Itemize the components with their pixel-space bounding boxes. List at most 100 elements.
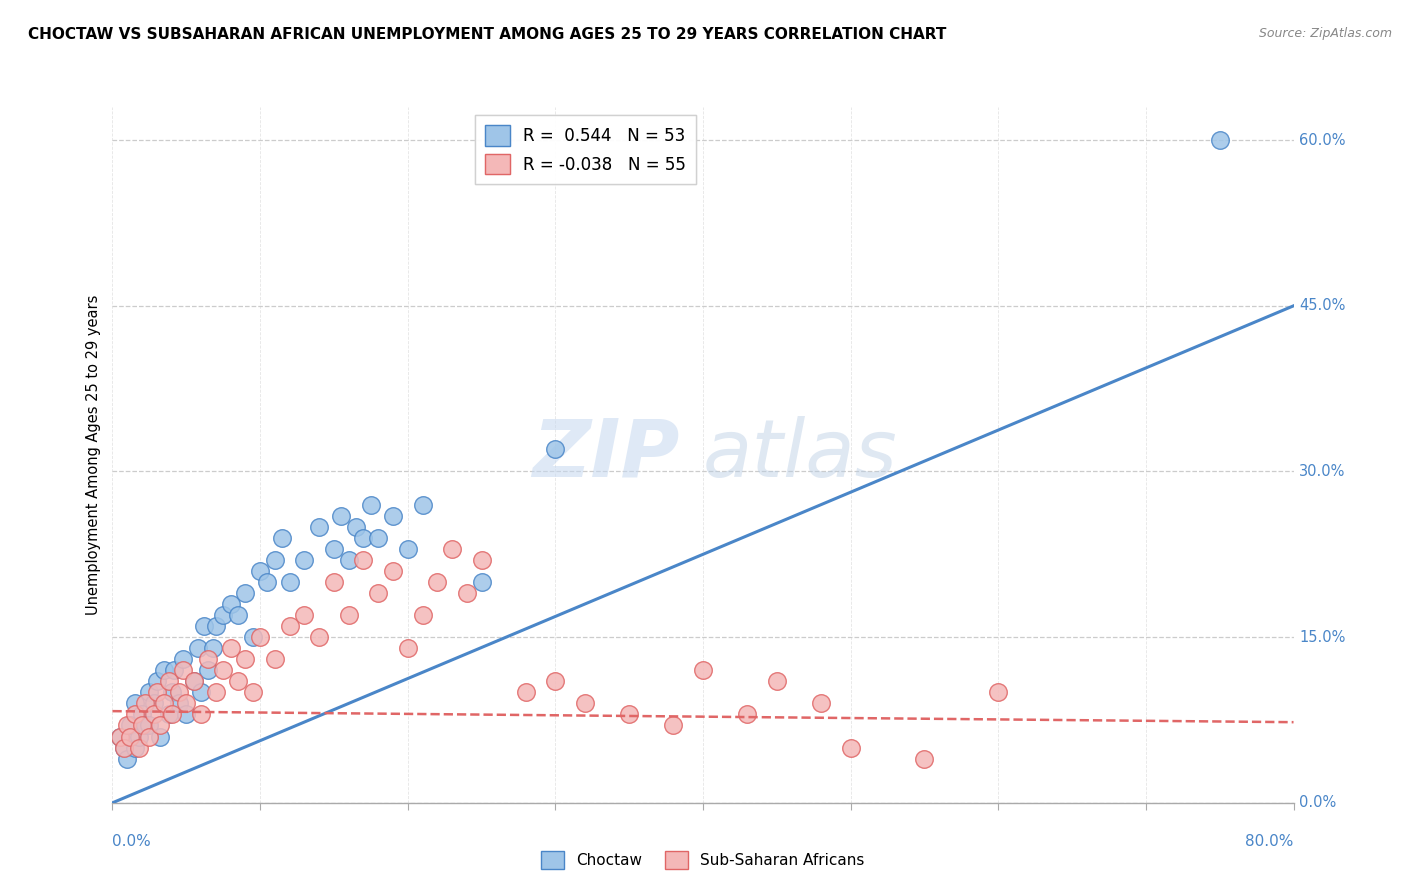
Point <box>226 608 249 623</box>
Point <box>441 541 464 556</box>
Point <box>112 740 135 755</box>
Point <box>271 531 294 545</box>
Point <box>172 663 194 677</box>
Point <box>124 697 146 711</box>
Point <box>174 697 197 711</box>
Text: 15.0%: 15.0% <box>1299 630 1346 645</box>
Point <box>292 608 315 623</box>
Point <box>124 707 146 722</box>
Point <box>153 663 176 677</box>
Y-axis label: Unemployment Among Ages 25 to 29 years: Unemployment Among Ages 25 to 29 years <box>86 294 101 615</box>
Point <box>167 697 190 711</box>
Point <box>197 652 219 666</box>
Point <box>108 730 131 744</box>
Point <box>382 564 405 578</box>
Point <box>323 574 346 589</box>
Point <box>367 586 389 600</box>
Point <box>138 730 160 744</box>
Point <box>737 707 759 722</box>
Point <box>396 541 419 556</box>
Point <box>117 718 138 732</box>
Text: 30.0%: 30.0% <box>1299 464 1346 479</box>
Point <box>163 663 186 677</box>
Point <box>138 685 160 699</box>
Point <box>344 519 367 533</box>
Point <box>128 740 150 755</box>
Point <box>619 707 641 722</box>
Point <box>292 553 315 567</box>
Point <box>124 740 146 755</box>
Legend: R =  0.544   N = 53, R = -0.038   N = 55: R = 0.544 N = 53, R = -0.038 N = 55 <box>475 115 696 185</box>
Point <box>249 630 271 644</box>
Point <box>515 685 537 699</box>
Point <box>172 652 194 666</box>
Point <box>157 707 180 722</box>
Point <box>352 553 374 567</box>
Point <box>120 730 142 744</box>
Point <box>174 707 197 722</box>
Point <box>190 685 212 699</box>
Text: 60.0%: 60.0% <box>1299 133 1346 148</box>
Point <box>914 751 936 765</box>
Point <box>470 574 494 589</box>
Point <box>112 740 135 755</box>
Point <box>470 553 494 567</box>
Point <box>190 707 212 722</box>
Point <box>987 685 1010 699</box>
Point <box>411 498 433 512</box>
Point <box>367 531 389 545</box>
Point <box>692 663 714 677</box>
Point <box>120 718 142 732</box>
Point <box>574 697 596 711</box>
Text: Source: ZipAtlas.com: Source: ZipAtlas.com <box>1258 27 1392 40</box>
Point <box>138 718 160 732</box>
Point <box>197 663 219 677</box>
Point <box>128 730 150 744</box>
Point <box>160 685 183 699</box>
Point <box>219 641 242 656</box>
Point <box>160 707 183 722</box>
Legend: Choctaw, Sub-Saharan Africans: Choctaw, Sub-Saharan Africans <box>536 845 870 875</box>
Point <box>142 697 165 711</box>
Point <box>183 674 205 689</box>
Point <box>142 707 165 722</box>
Point <box>212 608 235 623</box>
Point <box>201 641 224 656</box>
Point <box>278 619 301 633</box>
Point <box>766 674 789 689</box>
Point <box>308 519 330 533</box>
Text: ZIP: ZIP <box>531 416 679 494</box>
Point <box>149 730 172 744</box>
Point <box>134 697 156 711</box>
Point <box>544 442 567 457</box>
Point <box>352 531 374 545</box>
Point <box>149 718 172 732</box>
Point <box>839 740 862 755</box>
Text: 0.0%: 0.0% <box>112 834 152 849</box>
Point <box>219 597 242 611</box>
Point <box>308 630 330 644</box>
Point <box>264 652 287 666</box>
Point <box>256 574 278 589</box>
Text: 0.0%: 0.0% <box>1299 796 1337 810</box>
Point <box>205 685 228 699</box>
Point <box>242 685 264 699</box>
Point <box>205 619 228 633</box>
Point <box>233 652 256 666</box>
Point <box>249 564 271 578</box>
Point <box>153 697 176 711</box>
Point <box>396 641 419 656</box>
Text: 80.0%: 80.0% <box>1246 834 1294 849</box>
Point <box>360 498 382 512</box>
Point <box>134 718 156 732</box>
Point <box>337 608 360 623</box>
Point <box>131 718 153 732</box>
Text: 45.0%: 45.0% <box>1299 298 1346 313</box>
Point <box>323 541 346 556</box>
Point <box>544 674 567 689</box>
Point <box>193 619 215 633</box>
Point <box>117 751 138 765</box>
Point <box>108 730 131 744</box>
Point <box>157 674 180 689</box>
Point <box>242 630 264 644</box>
